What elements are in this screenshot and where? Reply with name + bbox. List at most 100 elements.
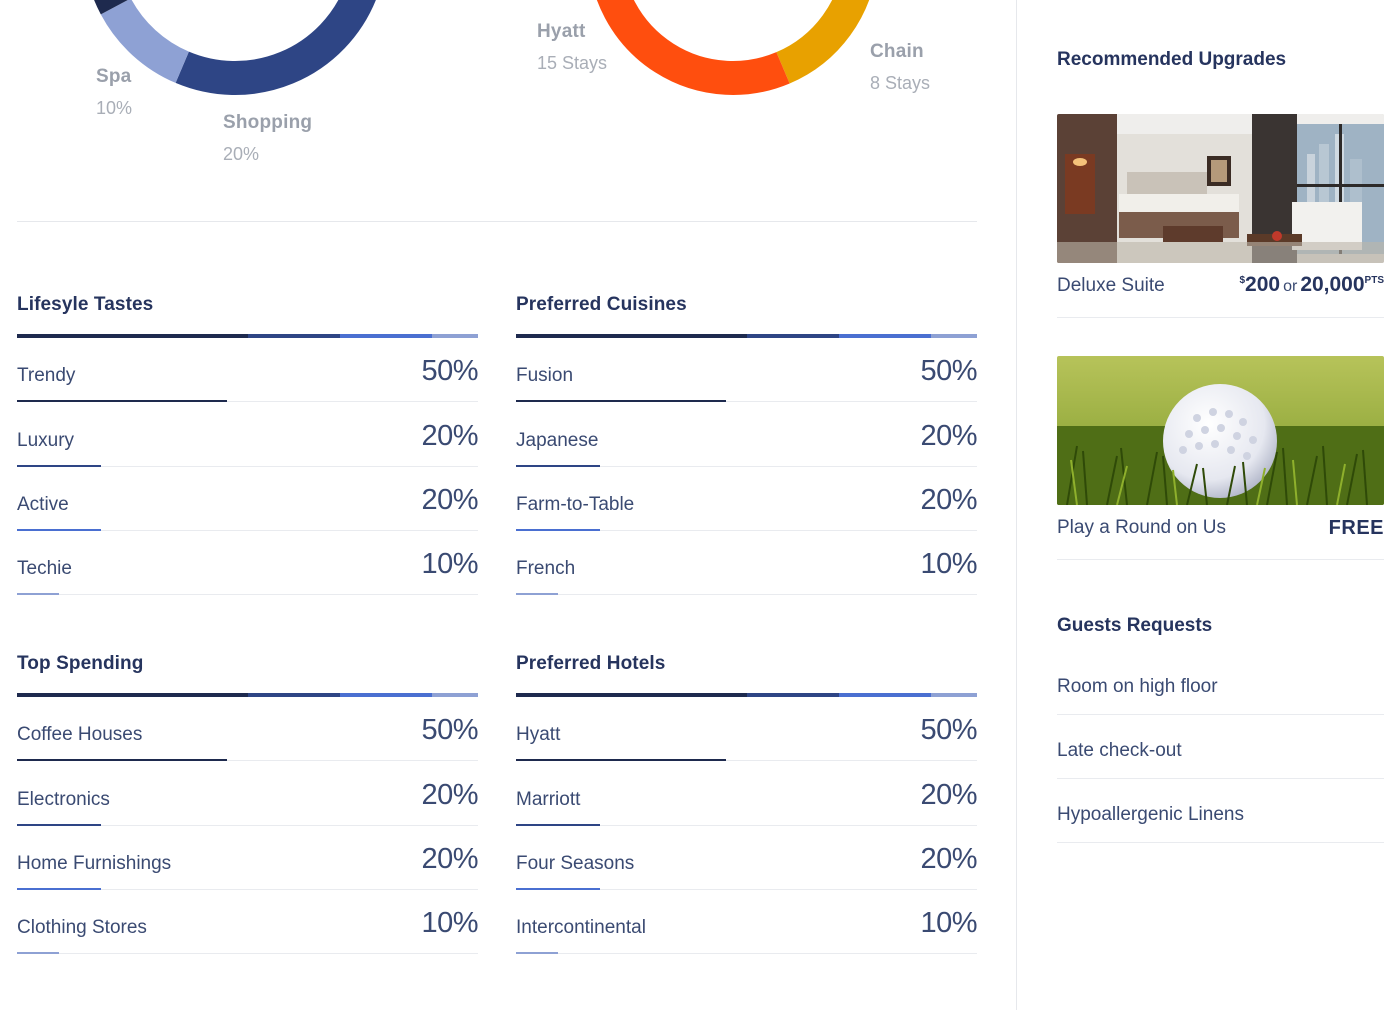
stat-rows: Hyatt 50% Marriott 20% Four Seasons 20% Interc… [516, 697, 977, 955]
preferred-cuisines-section: Preferred Cuisines Fusion 50% Japanese 20% F… [516, 294, 977, 596]
stat-label: Electronics [17, 788, 110, 810]
hotel-room-image[interactable] [1057, 114, 1384, 263]
section-title: Preferred Hotels [516, 653, 666, 674]
recommended-upgrades-title: Recommended Upgrades [1057, 49, 1287, 70]
stat-level-bar [516, 823, 600, 826]
segment-clothing-stores [431, 693, 478, 697]
upgrade-card-deluxe-suite[interactable]: Deluxe Suite $200 or 20,000PTS [1057, 114, 1384, 318]
request-label: Room on high floor [1057, 675, 1218, 697]
donut-segment-navy [94, 0, 129, 15]
shopping-value: 20% [223, 144, 260, 164]
segment-bar [516, 693, 977, 697]
stat-level-bar [17, 593, 59, 596]
stat-level-bar [516, 759, 726, 762]
segment-trendy [17, 334, 248, 338]
stat-level-bar [17, 400, 227, 403]
segment-active [339, 334, 432, 338]
upgrade-card-golf[interactable]: Play a Round on Us FREE [1057, 356, 1384, 560]
upgrade-name: Deluxe Suite [1057, 275, 1165, 296]
stat-value: 20% [920, 778, 977, 811]
golf-ball-image[interactable] [1057, 356, 1384, 505]
segment-luxury [247, 334, 340, 338]
stat-label: Intercontinental [516, 917, 646, 939]
section-title: Top Spending [17, 653, 144, 674]
donut-charts [94, 0, 870, 95]
stat-label: Hyatt [516, 724, 561, 746]
segment-japanese [746, 334, 839, 338]
stat-label: Fusion [516, 365, 574, 387]
stat-level-bar [17, 887, 101, 890]
upgrade-name: Play a Round on Us [1057, 517, 1226, 538]
guest-requests-title: Guests Requests [1057, 615, 1213, 636]
sidebar-divider [1016, 0, 1017, 1010]
stat-level-bar [516, 464, 600, 467]
stat-row: Luxury 20% [17, 402, 478, 467]
request-item[interactable]: Hypoallergenic Linens [1057, 778, 1384, 843]
stat-level-bar [516, 952, 558, 955]
section-title: Preferred Cuisines [516, 294, 687, 315]
points-amount: 20,000 [1300, 273, 1365, 296]
stat-row: French 10% [516, 531, 977, 596]
stat-value: 20% [920, 419, 977, 452]
stat-label: Coffee Houses [17, 724, 143, 746]
stat-label: Luxury [17, 429, 75, 451]
request-item[interactable]: Late check-out [1057, 714, 1384, 779]
donut-segment-shopping [175, 0, 376, 95]
price-or: or [1283, 278, 1298, 295]
stat-value: 20% [421, 483, 478, 516]
segment-fusion [516, 334, 747, 338]
preferred-hotels-section: Preferred Hotels Hyatt 50% Marriott 20% Four… [516, 653, 977, 955]
points-unit: PTS [1364, 275, 1384, 286]
hyatt-label: Hyatt [537, 21, 586, 42]
stat-value: 10% [421, 548, 478, 581]
section-divider [17, 221, 977, 222]
upgrade-price: $200 or 20,000PTS [1239, 273, 1384, 297]
chain-value: 8 Stays [870, 73, 931, 93]
stat-rows: Coffee Houses 50% Electronics 20% Home Furni… [17, 697, 478, 955]
segment-french [930, 334, 977, 338]
spending-donut [94, 0, 376, 95]
segment-home-furnishings [339, 693, 432, 697]
stat-row: Clothing Stores 10% [17, 890, 478, 955]
stat-row: Hyatt 50% [516, 697, 977, 762]
spa-legend: Spa 10% [96, 66, 132, 119]
stat-value: 50% [421, 714, 478, 747]
card-footer: Deluxe Suite $200 or 20,000PTS [1057, 263, 1384, 318]
stat-label: Japanese [516, 429, 599, 451]
segment-intercontinental [930, 693, 977, 697]
stat-level-bar [17, 464, 101, 467]
stat-label: Active [17, 493, 69, 515]
stat-level-bar [516, 528, 600, 531]
stat-value: 20% [920, 842, 977, 875]
donut-segment-spa [100, 0, 190, 83]
stat-row: Japanese 20% [516, 402, 977, 467]
stat-row: Coffee Houses 50% [17, 697, 478, 762]
segment-marriott [746, 693, 839, 697]
donut-segment-hyatt [596, 0, 790, 95]
stat-row: Four Seasons 20% [516, 826, 977, 890]
chain-label: Chain [870, 41, 924, 62]
stat-row: Farm-to-Table 20% [516, 467, 977, 531]
segment-bar [516, 334, 977, 338]
stat-row: Techie 10% [17, 531, 478, 596]
lifestyle-tastes-section: Lifesyle Tastes Trendy 50% Luxury 20% Active… [17, 294, 478, 596]
spa-value: 10% [96, 98, 133, 118]
stat-row: Intercontinental 10% [516, 890, 977, 955]
stat-label: French [516, 558, 576, 580]
stat-row: Fusion 50% [516, 338, 977, 403]
segment-bar [17, 334, 478, 338]
free-badge: FREE [1328, 517, 1384, 539]
stat-rows: Fusion 50% Japanese 20% Farm-to-Table 20% Fren… [516, 338, 977, 596]
price-amount: 200 [1245, 273, 1281, 296]
stat-row: Electronics 20% [17, 761, 478, 826]
stat-label: Farm-to-Table [516, 493, 635, 515]
segment-bar [17, 693, 478, 697]
currency-symbol: $ [1239, 275, 1246, 286]
stat-value: 20% [421, 842, 478, 875]
shopping-label: Shopping [223, 112, 313, 133]
stat-value: 20% [421, 778, 478, 811]
request-item[interactable]: Room on high floor [1057, 650, 1384, 715]
stat-value: 50% [421, 355, 478, 388]
stat-value: 20% [920, 483, 977, 516]
segment-electronics [247, 693, 340, 697]
